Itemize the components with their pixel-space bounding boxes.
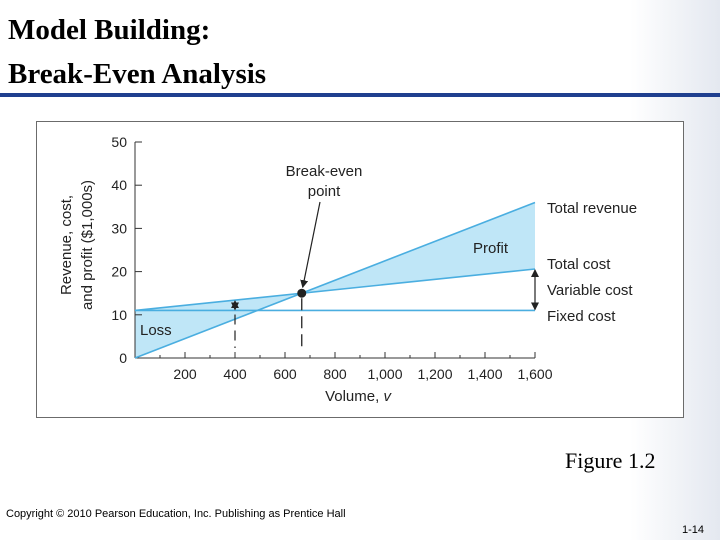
slide-title: Model Building: Break-Even Analysis [8, 8, 266, 96]
y-tick-label: 50 [111, 134, 127, 150]
break-even-point [297, 288, 307, 298]
x-tick-label: 800 [323, 366, 347, 382]
y-tick-label: 0 [119, 350, 127, 366]
total-revenue-line [134, 201, 536, 359]
x-tick-label: 1,600 [517, 366, 552, 382]
x-axis-label-text: Volume, [325, 388, 383, 405]
y-axis-label-line-1: Revenue, cost, [58, 195, 75, 295]
y-tick-label: 20 [111, 264, 127, 280]
x-tick-label: 400 [223, 366, 247, 382]
loss-label: Loss [140, 322, 172, 339]
slide-title-line-1: Model Building: [8, 14, 211, 46]
x-tick-label: 1,000 [367, 366, 402, 382]
title-rule [0, 93, 720, 97]
x-axis-label-variable: v [383, 388, 392, 405]
variable-cost-label: Variable cost [547, 282, 633, 299]
figure-caption: Figure 1.2 [565, 448, 656, 473]
y-tick-label: 30 [111, 220, 127, 236]
slide-title-line-2: Break-Even Analysis [8, 58, 267, 90]
copyright-footer: Copyright © 2010 Pearson Education, Inc.… [6, 508, 346, 520]
y-axis-label-line-2: and profit ($1,000s) [79, 180, 96, 310]
total-cost-label: Total cost [547, 256, 611, 273]
total-revenue-label: Total revenue [547, 200, 637, 217]
page-number: 1-14 [681, 524, 704, 536]
x-axis-label: Volume, v [325, 388, 392, 405]
y-tick-label: 10 [111, 307, 127, 323]
total-cost-line [134, 268, 536, 312]
x-tick-label: 1,400 [467, 366, 502, 382]
x-tick-label: 1,200 [417, 366, 452, 382]
break-even-label-line-2: point [308, 183, 341, 200]
break-even-label-line-1: Break-even [286, 163, 363, 180]
break-even-arrow [300, 201, 321, 289]
figure-frame [36, 121, 684, 418]
x-tick-label: 600 [273, 366, 297, 382]
y-tick-label: 40 [111, 177, 127, 193]
fixed-cost-label: Fixed cost [547, 308, 616, 325]
profit-label: Profit [473, 240, 509, 257]
x-tick-label: 200 [173, 366, 197, 382]
